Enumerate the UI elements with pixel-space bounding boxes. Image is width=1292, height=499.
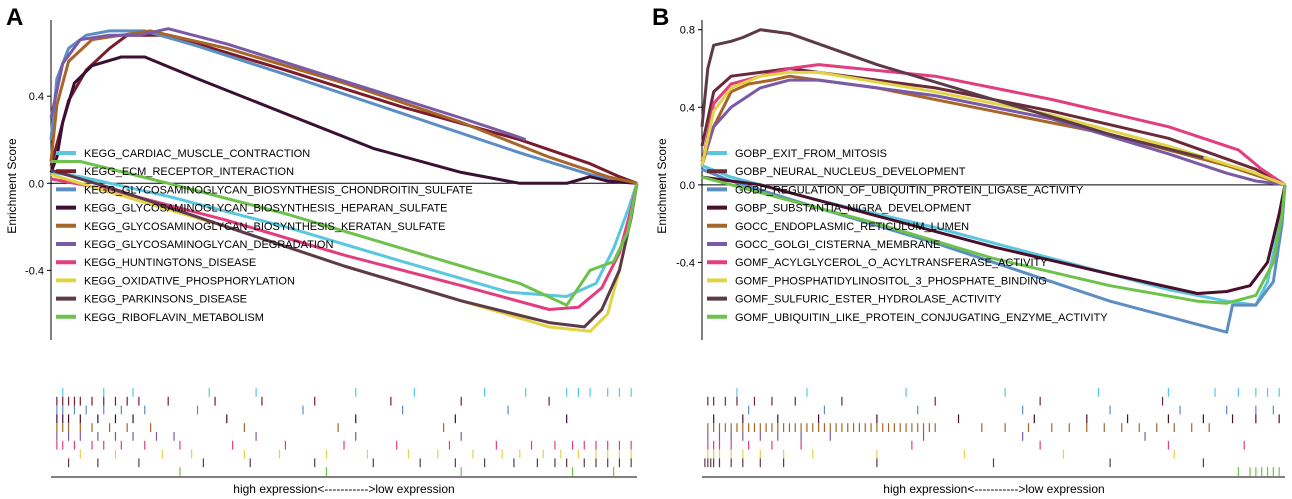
y-ticks-b: 0.8 0.4 0.0 -0.4 [676,25,702,269]
legend-entry: GOCC_GOLGI_CISTERNA_MEMBRANE [735,239,940,251]
y-tick-label: 0.4 [29,91,44,103]
panel-label-b: B [652,4,669,31]
y-tick-label: -0.4 [676,257,695,269]
legend-entry: KEGG_ECM_RECEPTOR_INTERACTION [84,166,294,178]
panel-b: B Enrichment Score 0.8 0.4 0.0 -0.4 GOBP_EX… [652,4,1287,496]
x-axis-label-a: high expression<----------->low expressi… [233,482,454,496]
hit-barcode-b [704,388,1280,476]
y-axis-label-b: Enrichment Score [655,138,669,234]
series-line-5 [49,29,638,185]
series-line-7 [700,63,1286,187]
x-axis-label-b: high expression<----------->low expressi… [883,482,1104,496]
legend-entry: KEGG_HUNTINGTONS_DISEASE [84,257,256,269]
series-line-6 [49,27,527,142]
plot-area-b [700,20,1287,340]
y-tick-label: 0.4 [680,102,695,114]
legend-entry: GOBP_REGULATION_OF_UBIQUITIN_PROTEIN_LIG… [735,184,1084,196]
series-line-6 [700,78,1286,187]
legend-entry: KEGG_GLYCOSAMINOGLYCAN_DEGRADATION [84,239,333,251]
hit-barcode-a [56,388,632,476]
series-line-1 [50,170,639,298]
legend-entry: GOMF_PHOSPHATIDYLINOSITOL_3_PHOSPHATE_BI… [735,275,1047,287]
legend-a: KEGG_CARDIAC_MUSCLE_CONTRACTION KEGG_ECM_… [56,148,473,324]
y-tick-label: 0.0 [29,178,44,190]
series-line-9 [700,28,1204,160]
legend-entry: KEGG_GLYCOSAMINOGLYCAN_BIOSYNTHESIS_KERA… [84,221,445,233]
legend-entry: KEGG_OXIDATIVE_PHOSPHORYLATION [84,275,295,287]
legend-entry: KEGG_GLYCOSAMINOGLYCAN_BIOSYNTHESIS_HEPA… [84,203,448,215]
legend-entry: GOMF_SULFURIC_ESTER_HYDROLASE_ACTIVITY [735,294,1002,306]
series-line-3 [49,29,638,185]
legend-entry: KEGG_RIBOFLAVIN_METABOLISM [84,312,264,324]
legend-entry: GOMF_UBIQUITIN_LIKE_PROTEIN_CONJUGATING_… [735,312,1108,324]
plot-area-a [49,20,639,340]
legend-entry: KEGG_GLYCOSAMINOGLYCAN_BIOSYNTHESIS_CHON… [84,184,473,196]
series-line-10 [51,160,639,307]
series-line-10 [701,175,1287,305]
legend-entry: GOBP_SUBSTANTIA_NIGRA_DEVELOPMENT [735,203,972,215]
y-tick-label: -0.4 [25,265,44,277]
legend-entry: GOBP_NEURAL_NUCLEUS_DEVELOPMENT [735,166,966,178]
legend-entry: GOBP_EXIT_FROM_MITOSIS [735,148,887,160]
series-line-4 [49,55,638,185]
panel-label-a: A [6,4,23,31]
legend-entry: KEGG_CARDIAC_MUSCLE_CONTRACTION [84,148,310,160]
legend-b: GOBP_EXIT_FROM_MITOSIS GOBP_NEURAL_NUCLEU… [707,148,1108,324]
y-tick-label: 0.8 [680,25,695,37]
y-tick-label: 0.0 [680,180,695,192]
legend-entry: GOCC_ENDOPLASMIC_RETICULUM_LUMEN [735,221,969,233]
y-axis-label-a: Enrichment Score [5,138,19,234]
series-line-9 [50,168,639,329]
legend-entry: KEGG_PARKINSONS_DISEASE [84,294,247,306]
series-line-4 [701,175,1287,295]
legend-entry: GOMF_ACYLGLYCEROL_O_ACYLTRANSFERASE_ACTI… [735,257,1048,269]
panel-a: A Enrichment Score 0.4 0.0 -0.4 KEGG_CARDI… [5,4,639,496]
y-ticks-a: 0.4 0.0 -0.4 [25,91,51,277]
